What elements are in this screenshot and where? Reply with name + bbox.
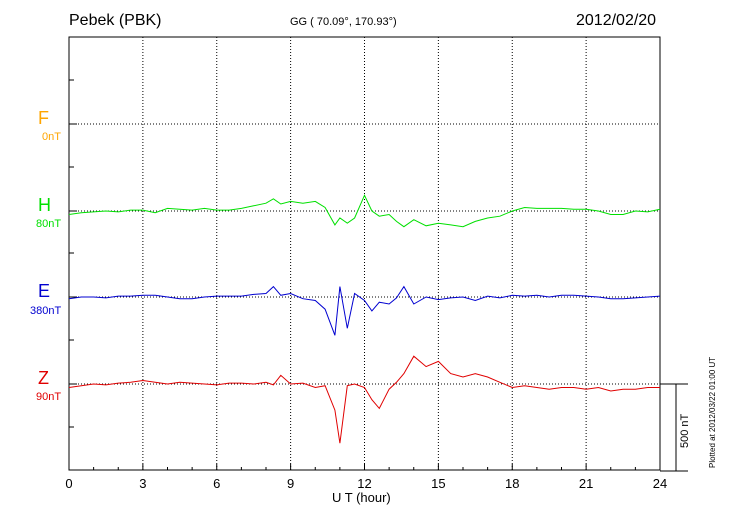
series-line-Z [68, 355, 660, 444]
offset-label-Z: 90nT [36, 391, 62, 403]
x-tick-label: 15 [431, 476, 445, 491]
grid-lines [69, 37, 660, 470]
offset-label-F: 0nT [42, 131, 61, 143]
date-label: 2012/02/20 [576, 12, 657, 29]
component-label-Z: Z [38, 368, 49, 388]
series-line-E [68, 285, 661, 336]
station-title: Pebek (PBK) [69, 12, 162, 29]
scale-bar-label: 500 nT [679, 413, 691, 448]
x-tick-label: 18 [505, 476, 519, 491]
series-group [68, 194, 661, 444]
x-tick-label: 0 [65, 476, 72, 491]
component-label-E: E [38, 281, 51, 301]
x-tick-label: 3 [139, 476, 146, 491]
x-axis-label: U T (hour) [332, 490, 391, 505]
x-tick-label: 24 [653, 476, 667, 491]
x-tick-label: 6 [213, 476, 220, 491]
x-tick-label: 21 [579, 476, 593, 491]
scale-bar [660, 383, 688, 472]
component-label-H: H [38, 195, 51, 215]
x-tick-label: 12 [357, 476, 371, 491]
coordinates-label: GG ( 70.09°, 170.93°) [290, 16, 397, 28]
offset-label-H: 80nT [36, 218, 62, 230]
series-line-H [68, 194, 661, 228]
x-axis-ticks: 0 3 6 9 12 15 18 21 24 [65, 464, 667, 491]
offset-label-E: 380nT [30, 305, 62, 317]
component-label-F: F [38, 108, 49, 128]
x-tick-label: 9 [287, 476, 294, 491]
plotted-timestamp: Plotted at 2012/03/22 01:00 UT [708, 356, 717, 468]
